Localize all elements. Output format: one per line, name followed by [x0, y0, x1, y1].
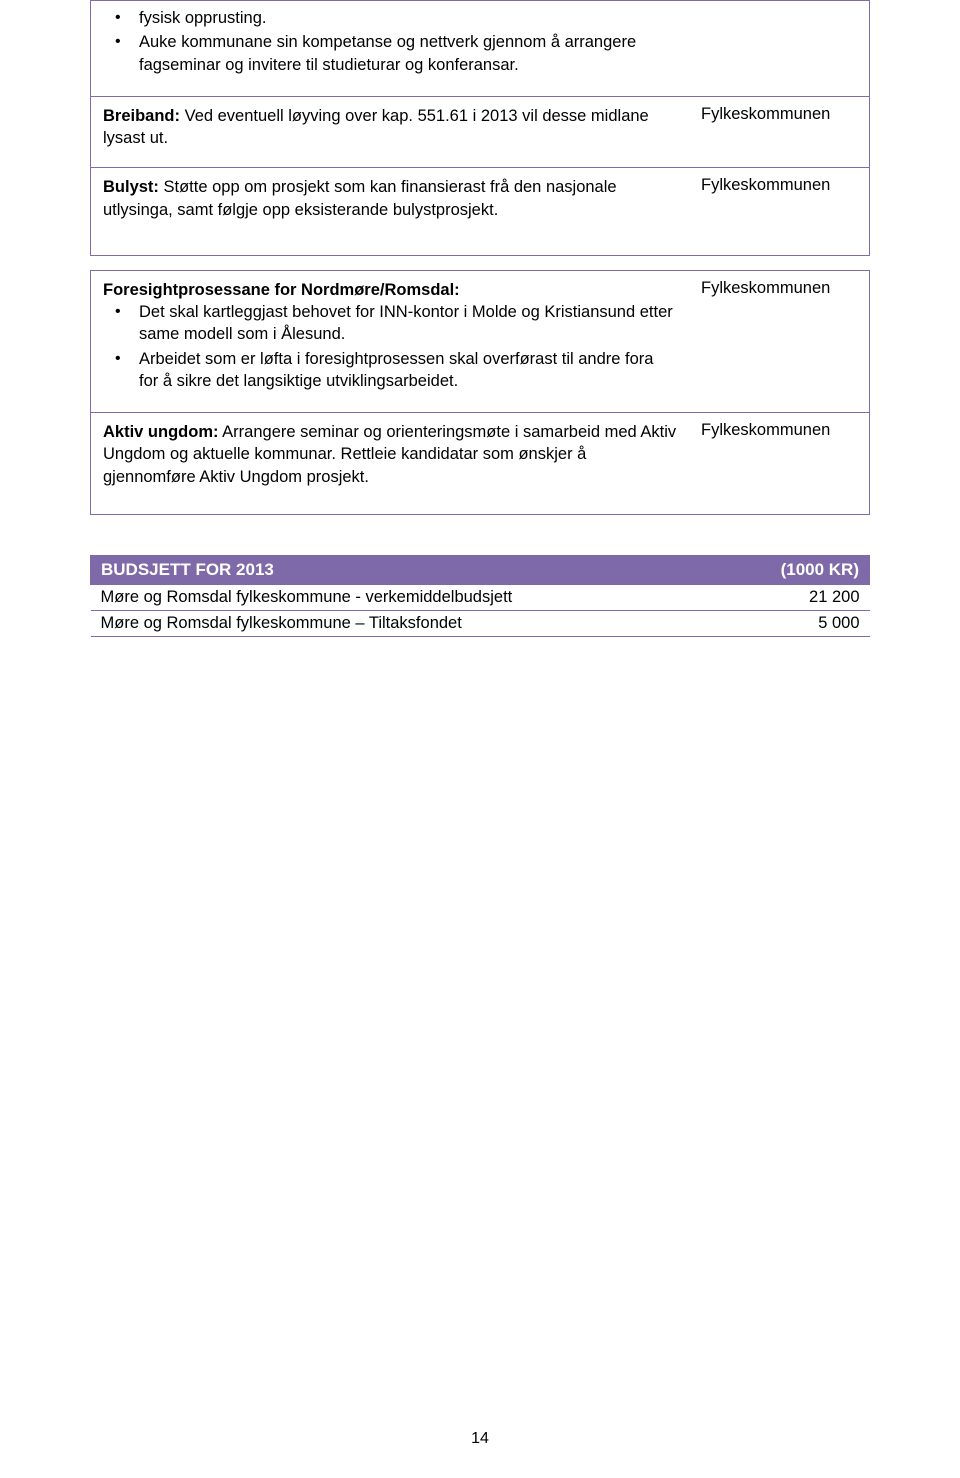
- cell-right: [689, 1, 869, 96]
- cell-left: fysisk opprusting. Auke kommunane sin ko…: [91, 1, 689, 96]
- bold-label: Aktiv ungdom:: [103, 423, 219, 441]
- budget-value: 21 200: [730, 584, 870, 610]
- page-number: 14: [0, 1430, 960, 1448]
- content-table-2: Foresightprosessane for Nordmøre/Romsdal…: [90, 270, 870, 515]
- cell-left: Foresightprosessane for Nordmøre/Romsdal…: [91, 271, 689, 412]
- list-item: fysisk opprusting.: [111, 7, 677, 29]
- bold-label: Bulyst:: [103, 178, 159, 196]
- paragraph: Breiband: Ved eventuell løyving over kap…: [103, 105, 677, 150]
- budget-header-right: (1000 KR): [730, 555, 870, 584]
- list-item: Det skal kartleggjast behovet for INN-ko…: [111, 301, 677, 346]
- section-heading: Foresightprosessane for Nordmøre/Romsdal…: [103, 279, 677, 301]
- cell-right: Fylkeskommunen: [689, 97, 869, 168]
- budget-header-left: BUDSJETT FOR 2013: [91, 555, 730, 584]
- budget-label: Møre og Romsdal fylkeskommune – Tiltaksf…: [91, 610, 730, 636]
- list-item: Arbeidet som er løfta i foresightprosess…: [111, 348, 677, 393]
- table-row: Bulyst: Støtte opp om prosjekt som kan f…: [91, 168, 869, 255]
- bullet-list: Det skal kartleggjast behovet for INN-ko…: [103, 301, 677, 392]
- budget-value: 5 000: [730, 610, 870, 636]
- cell-right: Fylkeskommunen: [689, 271, 869, 412]
- table-row: Foresightprosessane for Nordmøre/Romsdal…: [91, 271, 869, 413]
- cell-right: Fylkeskommunen: [689, 168, 869, 255]
- paragraph: Bulyst: Støtte opp om prosjekt som kan f…: [103, 176, 677, 221]
- cell-left: Aktiv ungdom: Arrangere seminar og orien…: [91, 413, 689, 514]
- body-text: Støtte opp om prosjekt som kan finansier…: [103, 178, 617, 218]
- budget-label: Møre og Romsdal fylkeskommune - verkemid…: [91, 584, 730, 610]
- table-row: Aktiv ungdom: Arrangere seminar og orien…: [91, 413, 869, 514]
- budget-row: Møre og Romsdal fylkeskommune – Tiltaksf…: [91, 610, 870, 636]
- budget-table: BUDSJETT FOR 2013 (1000 KR) Møre og Roms…: [90, 555, 870, 637]
- list-item: Auke kommunane sin kompetanse og nettver…: [111, 31, 677, 76]
- table-row: Breiband: Ved eventuell løyving over kap…: [91, 97, 869, 169]
- budget-header-row: BUDSJETT FOR 2013 (1000 KR): [91, 555, 870, 584]
- content-table-1: fysisk opprusting. Auke kommunane sin ko…: [90, 0, 870, 256]
- table-row: fysisk opprusting. Auke kommunane sin ko…: [91, 1, 869, 97]
- cell-left: Bulyst: Støtte opp om prosjekt som kan f…: [91, 168, 689, 255]
- cell-left: Breiband: Ved eventuell løyving over kap…: [91, 97, 689, 168]
- cell-right: Fylkeskommunen: [689, 413, 869, 514]
- budget-row: Møre og Romsdal fylkeskommune - verkemid…: [91, 584, 870, 610]
- bold-label: Breiband:: [103, 107, 180, 125]
- paragraph: Aktiv ungdom: Arrangere seminar og orien…: [103, 421, 677, 488]
- body-text: Ved eventuell løyving over kap. 551.61 i…: [103, 107, 649, 147]
- bullet-list: fysisk opprusting. Auke kommunane sin ko…: [103, 7, 677, 76]
